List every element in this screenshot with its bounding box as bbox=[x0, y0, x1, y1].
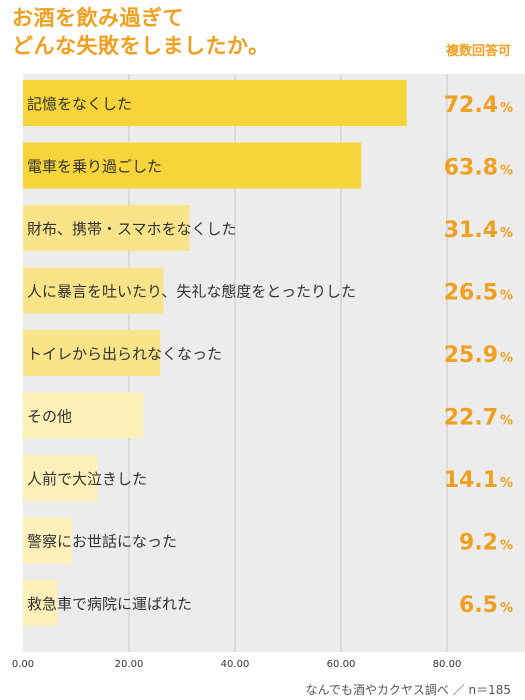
bar bbox=[23, 205, 190, 251]
value-label: 63.8 bbox=[444, 156, 498, 181]
bar bbox=[23, 142, 362, 189]
value-unit: % bbox=[500, 601, 513, 616]
bar bbox=[23, 455, 98, 501]
value-unit: % bbox=[500, 476, 513, 491]
value-label: 26.5 bbox=[444, 281, 498, 306]
category-label: 警察にお世話になった bbox=[27, 533, 177, 551]
source-caption: なんでも酒やカクヤス調べ ／ n＝185 bbox=[305, 683, 511, 697]
value-unit: % bbox=[500, 101, 513, 116]
value-unit: % bbox=[500, 226, 513, 241]
chart-title-line2: どんな失敗をしましたか。 bbox=[12, 34, 270, 58]
value-label: 14.1 bbox=[444, 468, 498, 493]
value-label: 25.9 bbox=[444, 343, 498, 368]
value-label: 31.4 bbox=[444, 218, 498, 243]
x-tick-label: 0.00 bbox=[12, 659, 34, 670]
category-label: 人前で大泣きした bbox=[27, 470, 147, 488]
bar bbox=[23, 580, 58, 626]
x-tick-label: 20.00 bbox=[115, 659, 144, 670]
bar bbox=[23, 330, 161, 376]
bar bbox=[23, 392, 144, 439]
chart-title-line1: お酒を飲み過ぎて bbox=[12, 6, 184, 30]
chart-title: お酒を飲み過ぎて どんな失敗をしましたか。 bbox=[12, 4, 270, 60]
value-label: 22.7 bbox=[444, 406, 498, 431]
value-label: 9.2 bbox=[459, 531, 498, 556]
value-unit: % bbox=[500, 289, 513, 304]
value-unit: % bbox=[500, 414, 513, 429]
category-label: 人に暴言を吐いたり、失礼な態度をとったりした bbox=[27, 283, 356, 301]
bar bbox=[23, 267, 164, 314]
value-label: 72.4 bbox=[444, 93, 498, 118]
x-tick-label: 40.00 bbox=[221, 659, 250, 670]
multiple-answers-note: 複数回答可 bbox=[445, 44, 511, 59]
category-label: その他 bbox=[27, 408, 72, 426]
category-label: 財布、携帯・スマホをなくした bbox=[27, 220, 237, 238]
bar bbox=[23, 80, 407, 126]
value-label: 6.5 bbox=[459, 593, 498, 618]
category-label: 記憶をなくした bbox=[27, 95, 132, 113]
category-label: トイレから出られなくなった bbox=[27, 345, 222, 363]
value-unit: % bbox=[500, 539, 513, 554]
bar bbox=[23, 517, 72, 564]
x-tick-label: 60.00 bbox=[327, 659, 356, 670]
value-unit: % bbox=[500, 164, 513, 179]
value-unit: % bbox=[500, 351, 513, 366]
category-label: 電車を乗り過ごした bbox=[27, 158, 162, 176]
category-label: 救急車で病院に運ばれた bbox=[27, 595, 192, 613]
x-tick-label: 80.00 bbox=[433, 659, 462, 670]
